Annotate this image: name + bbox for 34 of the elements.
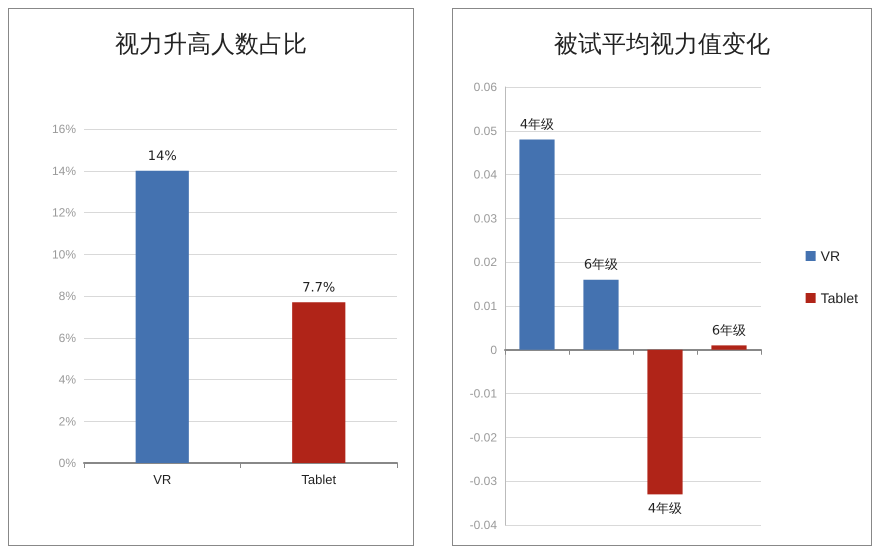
bar: [647, 350, 683, 494]
y-tick-label: 2%: [58, 414, 76, 428]
y-tick-label: 12%: [52, 206, 76, 220]
chart-title: 被试平均视力值变化: [554, 30, 770, 58]
bar: [519, 140, 555, 350]
y-tick-label: 0.05: [474, 124, 498, 138]
y-tick-label: 8%: [58, 289, 76, 303]
data-label: 7.7%: [302, 280, 336, 296]
y-tick-label: 0.04: [474, 168, 498, 182]
y-tick-label: 0.01: [474, 299, 498, 313]
y-tick-label: 0.03: [474, 211, 498, 226]
legend-label: Tablet: [820, 290, 858, 306]
annotation: 6年级: [584, 258, 618, 273]
data-label: 14%: [148, 148, 177, 164]
y-tick-label: -0.03: [470, 474, 498, 488]
y-tick-label: 0.02: [474, 255, 498, 270]
y-tick-label: 14%: [52, 164, 76, 178]
bar: [583, 280, 619, 350]
chart-title: 视力升高人数占比: [115, 30, 307, 58]
y-tick-label: 0%: [58, 456, 76, 470]
bar: [711, 345, 747, 350]
y-tick-label: -0.01: [470, 386, 498, 401]
annotation: 4年级: [648, 501, 682, 516]
legend-label: VR: [820, 248, 840, 264]
y-tick-label: 0: [490, 342, 498, 357]
y-tick-label: 6%: [58, 330, 76, 345]
annotation: 4年级: [520, 118, 554, 133]
annotation: 6年级: [712, 323, 746, 338]
y-tick-label: 10%: [52, 247, 76, 262]
y-tick-label: 4%: [58, 372, 76, 386]
y-tick-label: -0.02: [470, 430, 498, 444]
y-tick-label: -0.04: [470, 518, 498, 532]
y-tick-label: 0.06: [474, 80, 498, 94]
y-tick-label: 16%: [52, 122, 76, 136]
